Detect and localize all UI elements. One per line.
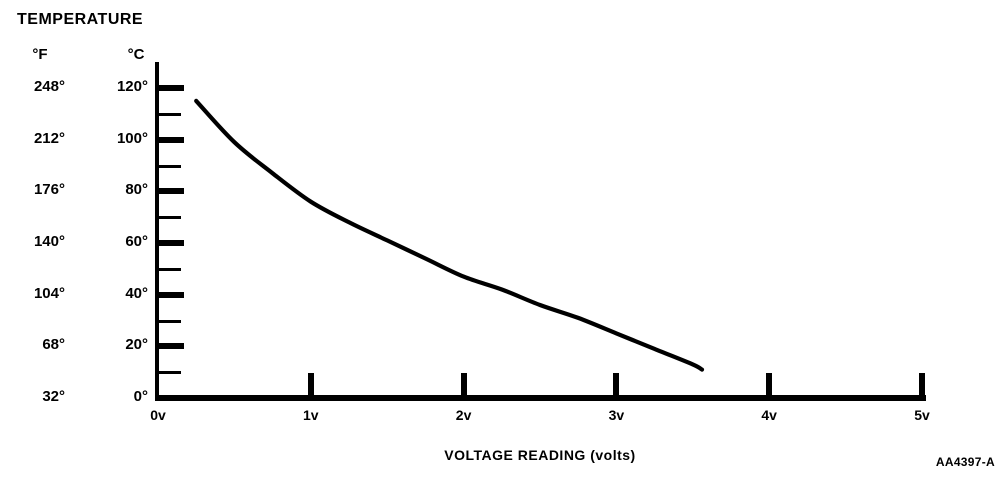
x-axis-tick-label: 0v — [150, 407, 166, 423]
y-axis-label-fahrenheit: 68° — [42, 336, 65, 354]
x-axis-tick-label: 3v — [608, 407, 625, 423]
x-axis-tick-label: 1v — [303, 407, 319, 423]
y-axis-label-celsius: 80° — [125, 181, 148, 199]
y-axis-line — [155, 62, 159, 401]
y-axis-label-fahrenheit: 248° — [33, 78, 65, 95]
y-axis-label-fahrenheit: 212° — [33, 129, 65, 147]
y-axis-minor-tick — [158, 267, 181, 271]
y-axis-major-tick — [158, 188, 184, 195]
figure-code: AA4397-A — [935, 455, 995, 469]
y-axis-minor-tick — [158, 112, 181, 116]
x-axis-tick — [766, 373, 773, 395]
y-axis-label-fahrenheit: 176° — [33, 181, 65, 199]
y-axis-label-celsius: 100° — [116, 129, 148, 147]
y-axis-major-tick — [158, 85, 184, 91]
y-axis-minor-tick — [158, 371, 181, 375]
x-axis-tick — [460, 373, 467, 395]
y-axis-label-celsius: 0° — [133, 388, 148, 405]
x-axis-tick — [307, 373, 314, 395]
x-axis-tick-label: 5v — [914, 407, 930, 423]
y-axis-label-fahrenheit: 104° — [33, 284, 65, 302]
y-axis-major-tick — [158, 343, 184, 350]
y-axis-label-celsius: 40° — [125, 284, 148, 302]
y-axis-major-tick — [158, 291, 184, 298]
y-axis-minor-tick — [158, 164, 181, 168]
temperature-curve-path — [194, 98, 705, 372]
x-axis-tick-label: 4v — [761, 407, 777, 423]
y-axis-label-celsius: 120° — [116, 78, 148, 95]
x-axis-tick-label: 2v — [455, 407, 472, 423]
y-axis-major-tick — [158, 240, 184, 246]
y-axis-label-celsius: 20° — [125, 336, 148, 354]
celsius-column-header: °C — [127, 46, 145, 63]
x-axis-tick — [919, 373, 925, 395]
y-axis-minor-tick — [158, 319, 181, 323]
y-axis-major-tick — [158, 136, 184, 143]
y-axis-label-fahrenheit: 140° — [33, 233, 65, 250]
y-axis-label-fahrenheit: 32° — [42, 388, 65, 405]
x-axis-line — [155, 395, 926, 401]
y-axis-minor-tick — [158, 216, 181, 220]
x-axis-title: VOLTAGE READING (volts) — [444, 447, 636, 463]
fahrenheit-column-header: °F — [32, 46, 48, 63]
x-axis-tick — [613, 373, 620, 395]
chart-title: TEMPERATURE — [17, 11, 144, 28]
y-axis-label-celsius: 60° — [125, 233, 148, 250]
